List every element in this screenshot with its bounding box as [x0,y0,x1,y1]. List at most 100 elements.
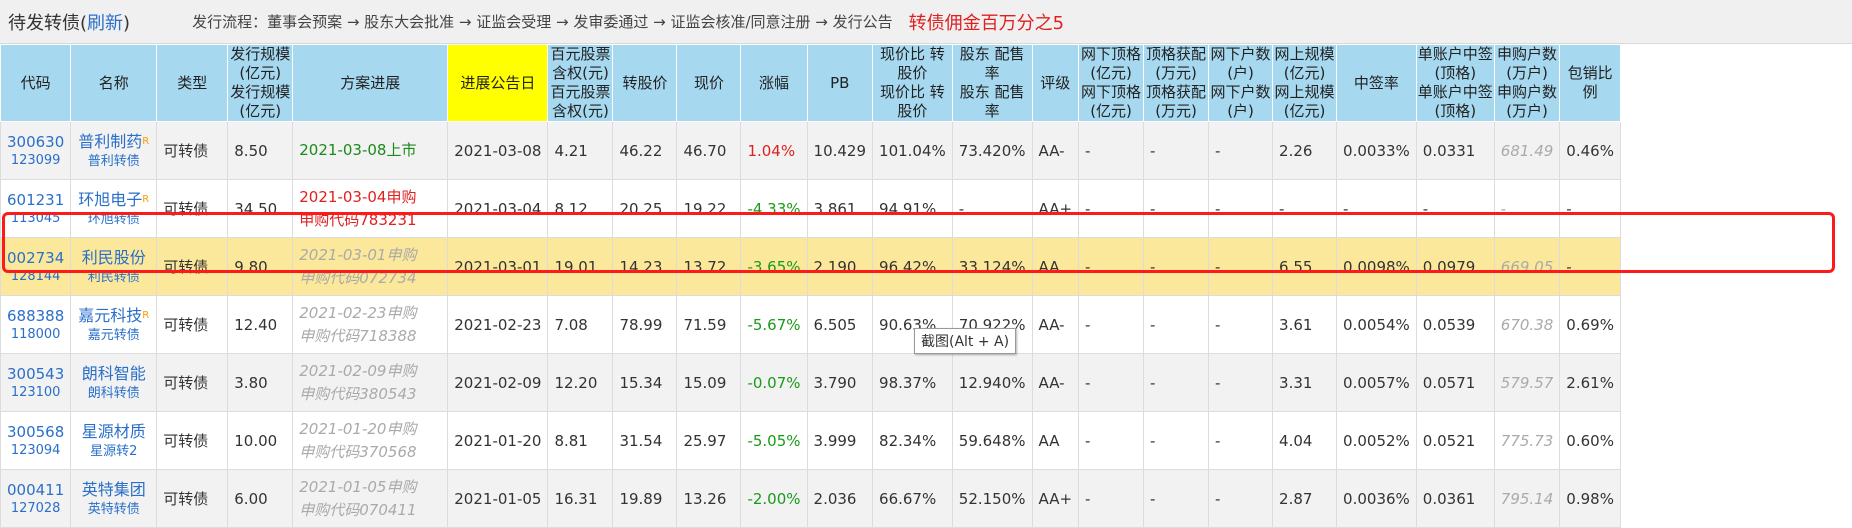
cell-name[interactable]: 环旭电子R 环旭转债 [70,179,158,238]
cell-progress: 2021-02-09申购 申购代码380543 [292,353,449,412]
cell-win-rate: 0.0054% [1336,295,1417,354]
column-header-type[interactable]: 类型 [156,44,229,122]
bond-code-link[interactable]: 118000 [10,326,61,342]
stock-code-link[interactable]: 300568 [7,422,65,441]
cell-top-alloc: - [1143,237,1210,296]
column-header-placement[interactable]: 股东 配售率 股东 配售率 [951,44,1033,122]
column-header-single-win[interactable]: 单账户中签 (顶格) 单账户中签 (顶格) [1415,44,1495,122]
cell-offline-count: - [1208,237,1274,296]
cell-offline-count: - [1208,353,1274,412]
stock-name-link[interactable]: 嘉元科技 [78,305,143,325]
cell-progress-date: 2021-02-09 [447,353,549,412]
column-header-label: 现价 [693,73,724,92]
stock-name-link[interactable]: 朗科智能 [81,363,146,383]
stock-name-link[interactable]: 利民股份 [81,247,146,267]
table-row[interactable]: 300543 123100 朗科智能 朗科转债 可转债 3.80 2021-02… [0,353,1621,412]
bond-name-link[interactable]: 普利转债 [87,153,140,169]
stock-name-link[interactable]: 普利制药 [78,131,143,151]
cell-offline-top: - [1078,179,1145,238]
bond-code-link[interactable]: 127028 [10,500,61,516]
column-header-pb[interactable]: PB [806,44,874,122]
subscription-code: 申购代码072734 [299,268,417,287]
column-header-offline-count[interactable]: 网下户数 (户) 网下户数 (户) [1208,44,1274,122]
bond-name-link[interactable]: 嘉元转债 [87,327,140,343]
column-header-win-rate[interactable]: 中签率 [1336,44,1417,122]
column-header-progress[interactable]: 方案进展 [292,44,449,122]
cell-code[interactable]: 300630 123099 [0,121,72,180]
cell-conv-price: 46.22 [612,121,678,180]
stock-code-link[interactable]: 300630 [7,132,65,151]
column-header-name[interactable]: 名称 [70,44,158,122]
cell-underwrite: 2.61% [1559,353,1621,412]
column-header-conv-price[interactable]: 转股价 [612,44,678,122]
stock-code-link[interactable]: 002734 [7,248,65,267]
stock-name-link[interactable]: 环旭电子 [78,189,143,209]
cell-applicants: 681.49 [1493,121,1561,180]
column-header-applicants[interactable]: 申购户数 (万户) 申购户数 (万户) [1493,44,1561,122]
table-row[interactable]: 300568 123094 星源材质 星源转2 可转债 10.00 2021-0… [0,411,1621,470]
cell-code[interactable]: 300568 123094 [0,411,72,470]
stock-name-link[interactable]: 星源材质 [81,421,146,441]
cell-scale: 12.40 [227,295,294,354]
cell-code[interactable]: 000411 127028 [0,469,72,528]
cell-code[interactable]: 300543 123100 [0,353,72,412]
column-header-rating[interactable]: 评级 [1031,44,1080,122]
table-row[interactable]: 601231 113045 环旭电子R 环旭转债 可转债 34.50 2021-… [0,179,1621,238]
bond-name-link[interactable]: 英特转债 [87,501,140,517]
bond-name-link[interactable]: 星源转2 [90,443,138,459]
cell-applicants: 579.57 [1493,353,1561,412]
progress-text: 2021-02-23申购 [299,303,417,322]
column-header-underwrite[interactable]: 包销比例 [1559,44,1621,122]
cell-scale: 8.50 [227,121,294,180]
bond-name-link[interactable]: 利民转债 [87,269,140,285]
bond-code-link[interactable]: 113045 [10,210,61,226]
column-header-offline-top[interactable]: 网下顶格 (亿元) 网下顶格 (亿元) [1078,44,1145,122]
cell-name[interactable]: 普利制药R 普利转债 [70,121,158,180]
column-header-scale[interactable]: 发行规模 (亿元) 发行规模 (亿元) [227,44,294,122]
column-header-online-scale[interactable]: 网上规模 (亿元) 网上规模 (亿元) [1272,44,1338,122]
cell-price-ratio: 66.67% [872,469,953,528]
refresh-link[interactable]: 刷新 [87,12,124,34]
cell-name[interactable]: 星源材质 星源转2 [70,411,158,470]
column-header-top-alloc[interactable]: 顶格获配 (万元) 顶格获配 (万元) [1143,44,1210,122]
column-header-price[interactable]: 现价 [676,44,742,122]
column-header-price-ratio[interactable]: 现价比 转股价 现价比 转股价 [872,44,953,122]
cell-price: 25.97 [676,411,742,470]
bond-code-link[interactable]: 123099 [10,152,61,168]
stock-code-link[interactable]: 688388 [7,306,65,325]
cell-name[interactable]: 英特集团 英特转债 [70,469,158,528]
column-header-stock-content[interactable]: 百元股票 含权(元) 百元股票 含权(元) [547,44,614,122]
column-header-progress-date[interactable]: 进展公告日 [447,44,549,122]
cell-name[interactable]: 朗科智能 朗科转债 [70,353,158,412]
table-row[interactable]: 688388 118000 嘉元科技R 嘉元转债 可转债 12.40 2021-… [0,295,1621,354]
cell-price-ratio: 96.42% [872,237,953,296]
stock-name-link[interactable]: 英特集团 [81,479,146,499]
table-row[interactable]: 000411 127028 英特集团 英特转债 可转债 6.00 2021-01… [0,469,1621,528]
table-row[interactable]: 300630 123099 普利制药R 普利转债 可转债 8.50 2021-0… [0,121,1621,180]
cell-progress: 2021-01-20申购 申购代码370568 [292,411,449,470]
bond-code-link[interactable]: 123100 [10,384,61,400]
cell-name[interactable]: 嘉元科技R 嘉元转债 [70,295,158,354]
cell-top-alloc: - [1143,469,1210,528]
cell-code[interactable]: 002734 128144 [0,237,72,296]
page-title: 待发转债(刷新) [8,12,131,34]
table-row[interactable]: 002734 128144 利民股份 利民转债 可转债 9.80 2021-03… [0,237,1621,296]
cell-top-alloc: - [1143,295,1210,354]
cell-conv-price: 78.99 [612,295,678,354]
column-header-code[interactable]: 代码 [0,44,72,122]
cell-conv-price: 31.54 [612,411,678,470]
cell-offline-top: - [1078,237,1145,296]
bond-name-link[interactable]: 朗科转债 [87,385,140,401]
bond-code-link[interactable]: 123094 [10,442,61,458]
cell-code[interactable]: 688388 118000 [0,295,72,354]
stock-code-link[interactable]: 601231 [7,190,65,209]
cell-name[interactable]: 利民股份 利民转债 [70,237,158,296]
cell-applicants: - [1493,179,1561,238]
stock-code-link[interactable]: 300543 [7,364,65,383]
cell-code[interactable]: 601231 113045 [0,179,72,238]
stock-code-link[interactable]: 000411 [7,480,65,499]
cell-applicants: 775.73 [1493,411,1561,470]
column-header-change[interactable]: 涨幅 [740,44,808,122]
bond-code-link[interactable]: 128144 [10,268,61,284]
bond-name-link[interactable]: 环旭转债 [87,211,140,227]
